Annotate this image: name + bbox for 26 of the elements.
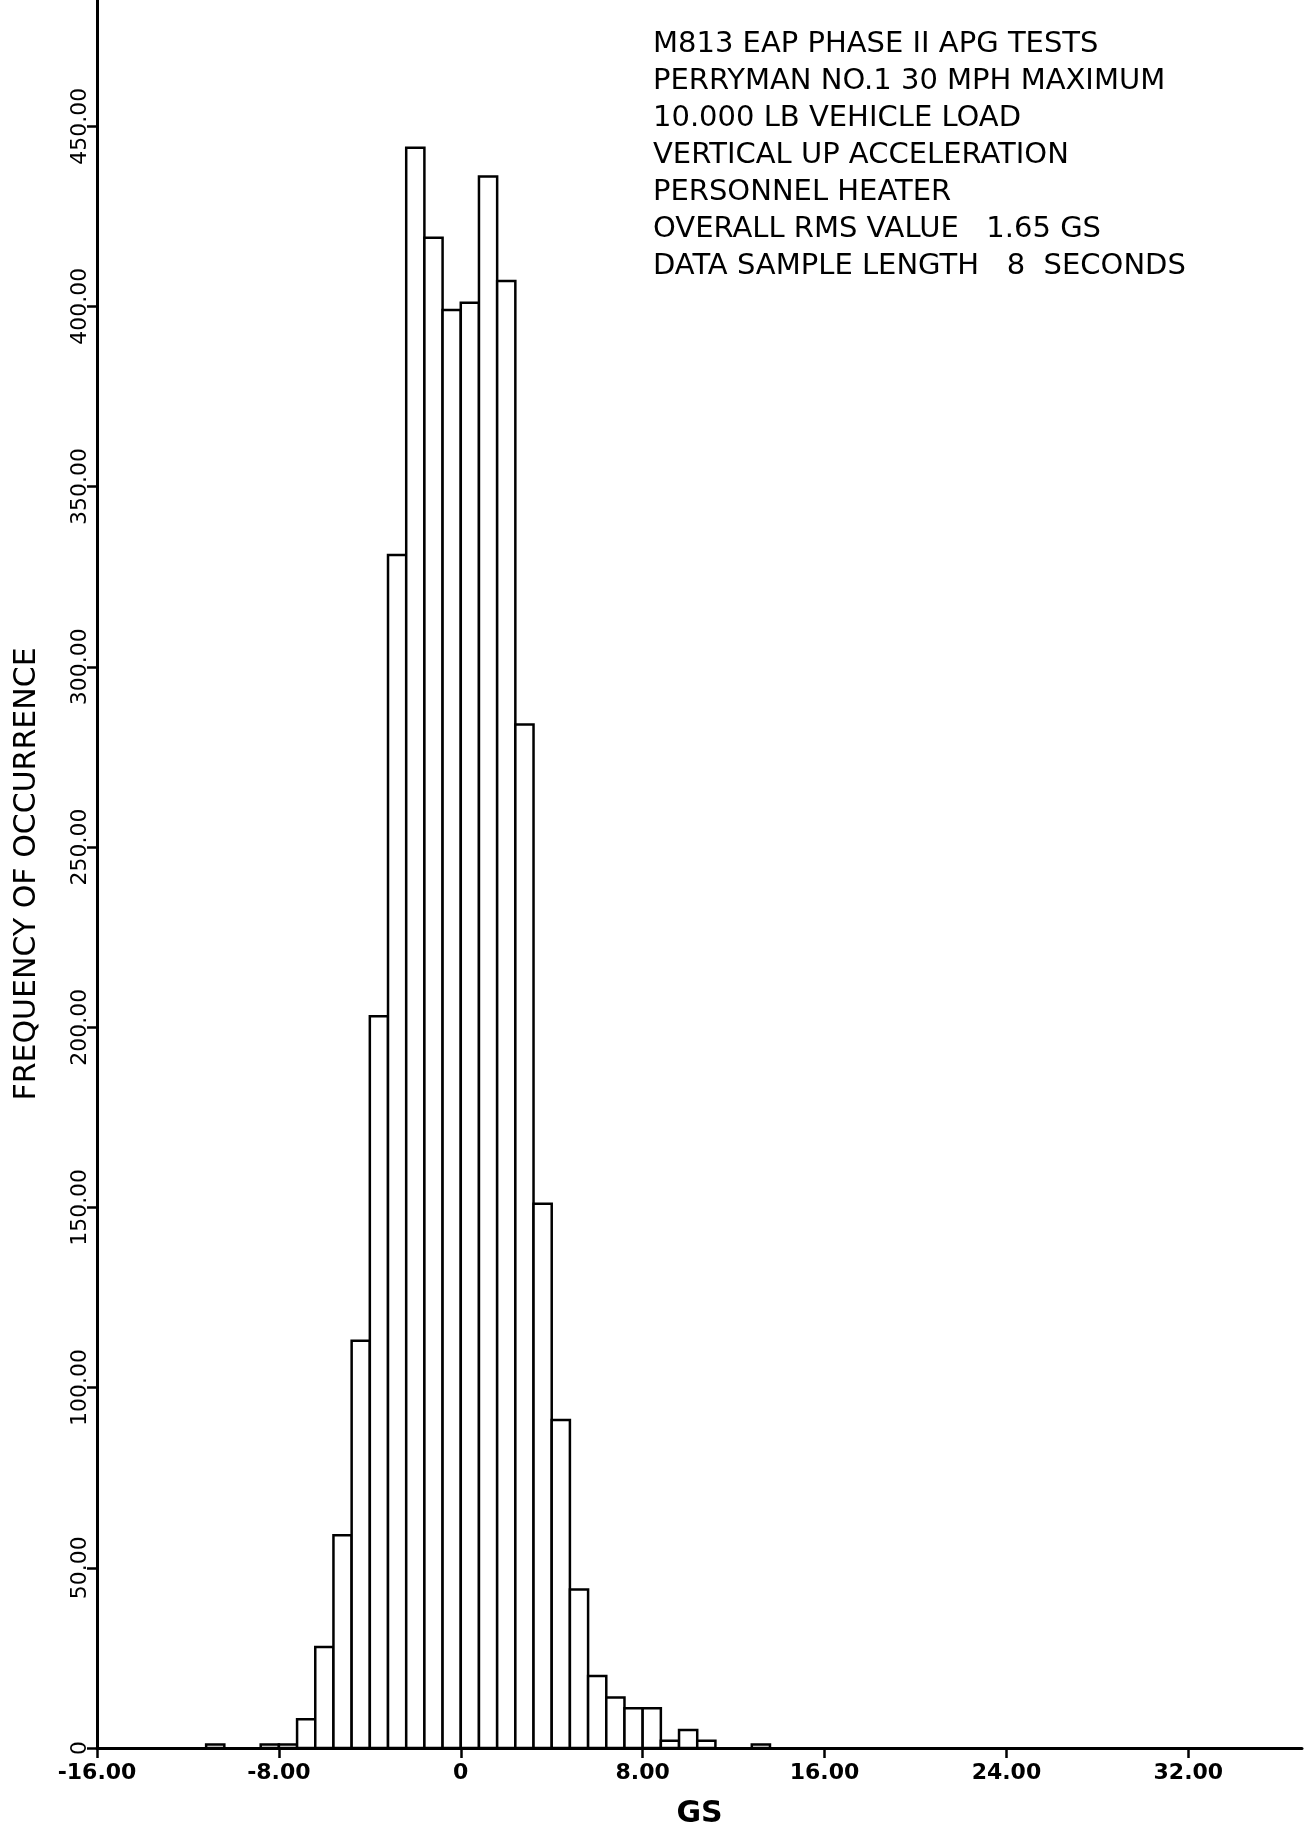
x-tick-label: 0	[453, 1758, 469, 1784]
y-tick-label: 350.00	[65, 448, 91, 526]
y-tick-label: 150.00	[65, 1168, 91, 1246]
y-tick-label: 450.00	[65, 87, 91, 165]
annotation: PERRYMAN NO.1 30 MPH MAXIMUM	[653, 61, 1166, 96]
x-tick-label: 8.00	[615, 1758, 670, 1784]
x-tick-label: 24.00	[971, 1758, 1042, 1784]
annotation: PERSONNEL HEATER	[653, 172, 952, 207]
x-tick-label: -16.00	[57, 1758, 137, 1784]
y-tick-label: 100.00	[65, 1349, 91, 1427]
y-tick-label: 250.00	[65, 808, 91, 886]
x-tick-label: 32.00	[1153, 1758, 1224, 1784]
x-tick-label: 16.00	[789, 1758, 860, 1784]
annotation: DATA SAMPLE LENGTH 8 SECONDS	[653, 246, 1186, 281]
y-axis-title: FREQUENCY OF OCCURRENCE	[6, 647, 42, 1101]
x-axis-title: GS	[676, 1793, 723, 1829]
y-tick-label: 300.00	[65, 628, 91, 706]
text: M813 EAP PHASE II APG TESTS	[653, 24, 1099, 59]
y-tick-label: 400.00	[65, 267, 91, 345]
y-tick-label: 0	[65, 1741, 91, 1755]
y-tick-label: 50.00	[65, 1536, 91, 1600]
y-tick-label: 200.00	[65, 988, 91, 1066]
annotation: 10.000 LB VEHICLE LOAD	[653, 98, 1022, 133]
annotation: OVERALL RMS VALUE 1.65 GS	[653, 209, 1102, 244]
annotation: VERTICAL UP ACCELERATION	[653, 135, 1069, 170]
x-tick-label: -8.00	[247, 1758, 311, 1784]
